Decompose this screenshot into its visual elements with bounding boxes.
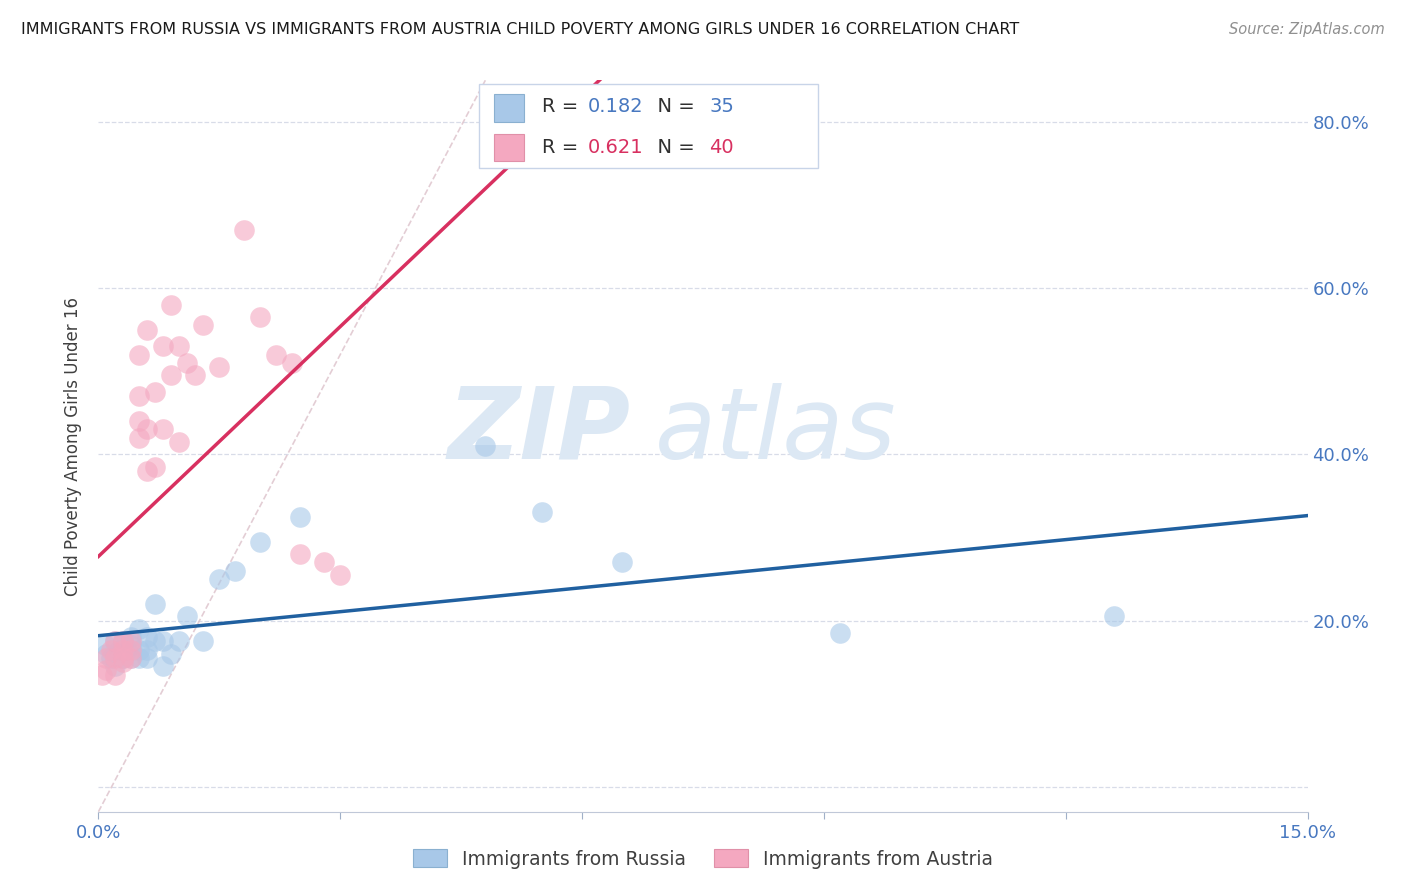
Point <box>91 667 114 681</box>
Text: 40: 40 <box>709 138 734 157</box>
Point <box>249 534 271 549</box>
Point <box>120 639 142 653</box>
Point <box>160 298 183 312</box>
Point <box>143 597 166 611</box>
Point <box>103 667 125 681</box>
Point <box>135 323 157 337</box>
FancyBboxPatch shape <box>494 94 524 122</box>
Text: 0.182: 0.182 <box>588 97 644 116</box>
FancyBboxPatch shape <box>479 84 818 168</box>
Point <box>530 506 553 520</box>
Text: IMMIGRANTS FROM RUSSIA VS IMMIGRANTS FROM AUSTRIA CHILD POVERTY AMONG GIRLS UNDE: IMMIGRANTS FROM RUSSIA VS IMMIGRANTS FRO… <box>21 22 1019 37</box>
Text: N =: N = <box>645 138 702 157</box>
Point <box>111 651 134 665</box>
Point <box>135 630 157 644</box>
Text: R =: R = <box>543 97 585 116</box>
Point <box>111 655 134 669</box>
Text: 35: 35 <box>709 97 734 116</box>
Point <box>143 634 166 648</box>
Point <box>288 547 311 561</box>
Point <box>96 664 118 678</box>
Point <box>120 651 142 665</box>
Point <box>94 639 117 653</box>
Point <box>281 356 304 370</box>
Point <box>103 651 125 665</box>
Point <box>193 318 215 333</box>
Legend: Immigrants from Russia, Immigrants from Austria: Immigrants from Russia, Immigrants from … <box>404 840 1002 878</box>
Point <box>152 422 174 436</box>
Point <box>184 368 207 383</box>
Point <box>135 422 157 436</box>
Text: ZIP: ZIP <box>447 383 630 480</box>
Point <box>107 642 129 657</box>
Point <box>167 339 190 353</box>
Point <box>232 223 254 237</box>
Point <box>329 567 352 582</box>
Point <box>135 642 157 657</box>
Point <box>100 651 122 665</box>
Point <box>120 630 142 644</box>
Point <box>176 609 198 624</box>
Point <box>115 642 138 657</box>
Point <box>288 509 311 524</box>
Point <box>128 389 150 403</box>
Point <box>612 555 634 569</box>
Point <box>152 659 174 673</box>
Point <box>152 339 174 353</box>
Point <box>135 464 157 478</box>
Point <box>128 642 150 657</box>
Point <box>167 634 190 648</box>
Point <box>128 622 150 636</box>
FancyBboxPatch shape <box>494 134 524 161</box>
Point <box>143 459 166 474</box>
Point <box>120 651 142 665</box>
Point <box>103 634 125 648</box>
Point <box>128 347 150 362</box>
Point <box>208 359 231 374</box>
Point <box>176 356 198 370</box>
Point <box>128 431 150 445</box>
Point <box>249 310 271 325</box>
Point <box>143 384 166 399</box>
Text: 0.621: 0.621 <box>588 138 644 157</box>
Point <box>1102 609 1125 624</box>
Point <box>120 634 142 648</box>
Point <box>314 555 336 569</box>
Point <box>828 626 851 640</box>
Point <box>474 439 496 453</box>
Text: R =: R = <box>543 138 585 157</box>
Point <box>103 634 125 648</box>
Y-axis label: Child Poverty Among Girls Under 16: Child Poverty Among Girls Under 16 <box>65 296 83 596</box>
Text: atlas: atlas <box>655 383 896 480</box>
Text: N =: N = <box>645 97 702 116</box>
Point <box>96 647 118 661</box>
Point <box>128 651 150 665</box>
Point <box>100 642 122 657</box>
Point <box>208 572 231 586</box>
Point <box>111 642 134 657</box>
Text: Source: ZipAtlas.com: Source: ZipAtlas.com <box>1229 22 1385 37</box>
Point <box>103 659 125 673</box>
Point <box>152 634 174 648</box>
Point <box>111 651 134 665</box>
Point <box>120 642 142 657</box>
Point <box>167 434 190 449</box>
Point <box>193 634 215 648</box>
Point <box>264 347 287 362</box>
Point <box>111 634 134 648</box>
Point <box>160 368 183 383</box>
Point <box>128 414 150 428</box>
Point <box>96 651 118 665</box>
Point <box>224 564 246 578</box>
Point <box>160 647 183 661</box>
Point <box>135 651 157 665</box>
Point <box>111 634 134 648</box>
